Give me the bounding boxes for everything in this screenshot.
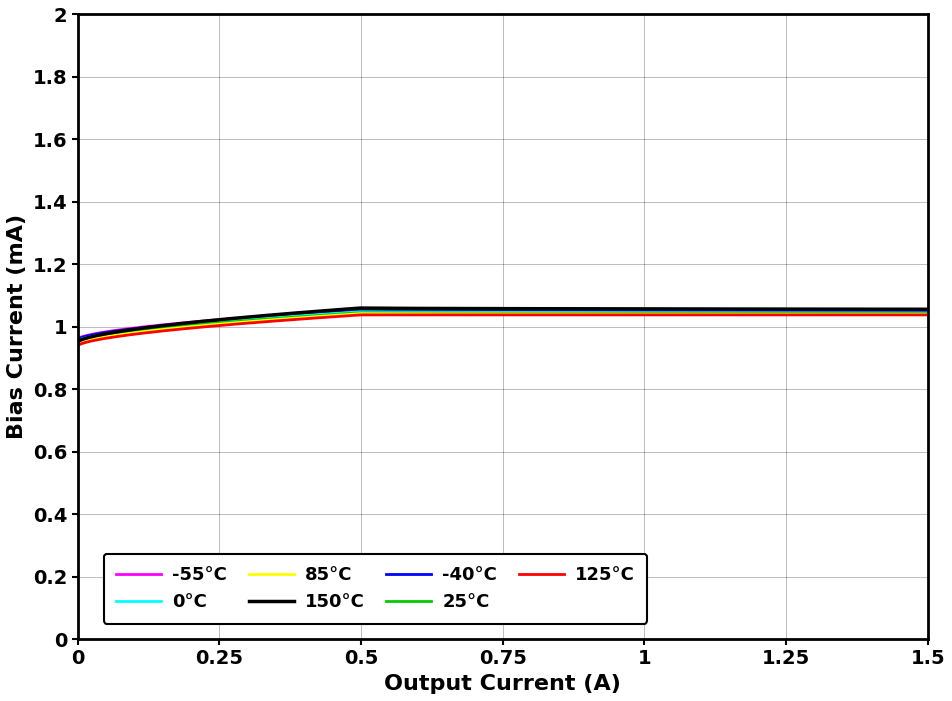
- 0°C: [355, 308, 367, 316]
- 150°C: [903, 305, 915, 313]
- Line: 25°C: 25°C: [77, 313, 928, 343]
- 125°C: [483, 311, 494, 319]
- -55°C: [922, 307, 934, 315]
- -40°C: [483, 307, 494, 315]
- 85°C: [580, 310, 591, 318]
- 25°C: [922, 309, 934, 318]
- -55°C: [580, 306, 591, 315]
- -55°C: [477, 306, 488, 315]
- 125°C: [770, 311, 782, 319]
- -40°C: [903, 308, 915, 316]
- 125°C: [71, 342, 83, 350]
- -55°C: [770, 307, 782, 315]
- Line: 125°C: 125°C: [77, 315, 928, 346]
- 150°C: [477, 304, 488, 313]
- 0°C: [71, 337, 83, 346]
- Line: -55°C: -55°C: [77, 310, 928, 339]
- 0°C: [903, 309, 915, 318]
- X-axis label: Output Current (A): Output Current (A): [385, 674, 621, 694]
- 150°C: [355, 304, 367, 312]
- -40°C: [477, 307, 488, 315]
- -40°C: [533, 307, 545, 315]
- 0°C: [533, 308, 545, 317]
- 125°C: [922, 311, 934, 319]
- 150°C: [922, 305, 934, 313]
- -55°C: [355, 306, 367, 314]
- Y-axis label: Bias Current (mA): Bias Current (mA): [7, 215, 27, 440]
- 25°C: [533, 309, 545, 318]
- 0°C: [483, 308, 494, 317]
- 150°C: [533, 304, 545, 313]
- 125°C: [580, 311, 591, 319]
- 25°C: [580, 309, 591, 318]
- 85°C: [477, 310, 488, 318]
- 25°C: [483, 309, 494, 318]
- -55°C: [903, 307, 915, 315]
- 125°C: [477, 311, 488, 319]
- -55°C: [483, 306, 494, 315]
- -55°C: [71, 335, 83, 343]
- 125°C: [533, 311, 545, 319]
- 125°C: [903, 311, 915, 319]
- -40°C: [922, 308, 934, 316]
- 150°C: [580, 305, 591, 313]
- 85°C: [922, 310, 934, 318]
- 150°C: [770, 305, 782, 313]
- 125°C: [356, 311, 367, 319]
- Line: 85°C: 85°C: [77, 313, 928, 345]
- 85°C: [356, 309, 367, 318]
- Line: -40°C: -40°C: [77, 311, 928, 340]
- Line: 150°C: 150°C: [77, 308, 928, 342]
- -40°C: [71, 336, 83, 344]
- 85°C: [533, 310, 545, 318]
- 0°C: [477, 308, 488, 317]
- 25°C: [71, 339, 83, 347]
- 0°C: [770, 308, 782, 317]
- 150°C: [483, 304, 494, 313]
- 25°C: [355, 308, 367, 317]
- 25°C: [903, 309, 915, 318]
- 150°C: [71, 338, 83, 346]
- -55°C: [533, 306, 545, 315]
- 85°C: [770, 310, 782, 318]
- -40°C: [580, 307, 591, 315]
- Legend: -55°C, 0°C, 85°C, 150°C, -40°C, 25°C, 125°C: -55°C, 0°C, 85°C, 150°C, -40°C, 25°C, 12…: [104, 554, 647, 624]
- 25°C: [770, 309, 782, 318]
- 85°C: [903, 310, 915, 318]
- 0°C: [922, 309, 934, 318]
- Line: 0°C: 0°C: [77, 312, 928, 341]
- -40°C: [355, 306, 367, 315]
- 85°C: [483, 310, 494, 318]
- 25°C: [477, 309, 488, 318]
- -40°C: [770, 307, 782, 315]
- 0°C: [580, 308, 591, 317]
- 85°C: [71, 341, 83, 349]
